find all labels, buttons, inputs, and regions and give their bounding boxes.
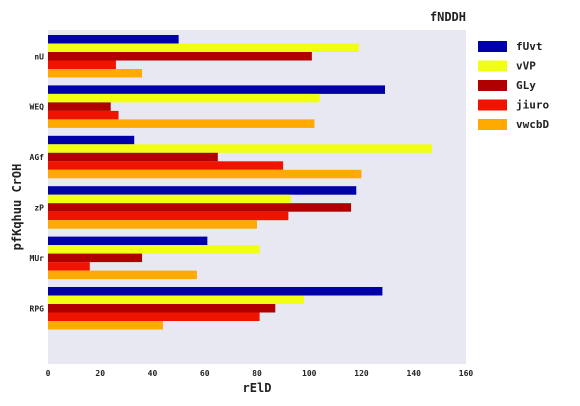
bar-RPG-jiuro xyxy=(48,312,260,321)
bar-WEQ-fUvt xyxy=(48,85,386,94)
legend-swatch-vwcbD xyxy=(478,119,507,130)
x-tick-label: 100 xyxy=(302,369,317,378)
legend-label-GLy: GLy xyxy=(516,79,536,92)
legend-label-fUvt: fUvt xyxy=(516,40,543,53)
bar-AGf-jiuro xyxy=(48,161,284,170)
legend-swatch-GLy xyxy=(478,80,507,91)
bar-zP-jiuro xyxy=(48,211,289,221)
bar-nU-jiuro xyxy=(48,60,116,69)
bar-zP-vwcbD xyxy=(48,220,257,229)
bar-nU-vwcbD xyxy=(48,69,143,78)
chart-title: fNDDH xyxy=(430,10,466,24)
y-tick-labels: nU WEQ AGf zP MUr RPG xyxy=(30,52,45,313)
x-tick-labels: 0 20 40 60 80 100 120 140 160 xyxy=(46,369,474,378)
y-tick-label: zP xyxy=(34,203,44,212)
x-axis-label: rElD xyxy=(243,381,272,395)
bars-group xyxy=(48,35,433,330)
bar-WEQ-vwcbD xyxy=(48,119,315,128)
bar-AGf-fUvt xyxy=(48,135,135,145)
bar-nU-GLy xyxy=(48,52,312,61)
x-tick-label: 0 xyxy=(46,369,51,378)
x-tick-label: 40 xyxy=(148,369,158,378)
bar-MUr-vwcbD xyxy=(48,270,197,280)
bar-zP-fUvt xyxy=(48,186,357,195)
y-tick-label: AGf xyxy=(30,153,45,162)
y-tick-label: MUr xyxy=(30,254,45,263)
legend-swatch-vVP xyxy=(478,60,507,72)
legend-swatch-jiuro xyxy=(478,99,507,111)
bar-RPG-vVP xyxy=(48,295,305,304)
y-tick-label: nU xyxy=(34,52,44,61)
bar-MUr-jiuro xyxy=(48,262,90,271)
y-tick-label: RPG xyxy=(30,304,45,313)
bar-RPG-vwcbD xyxy=(48,321,163,330)
legend-label-jiuro: jiuro xyxy=(516,99,549,112)
bar-RPG-fUvt xyxy=(48,287,383,296)
x-tick-label: 60 xyxy=(200,369,210,378)
x-tick-label: 20 xyxy=(95,369,105,378)
bar-WEQ-jiuro xyxy=(48,110,119,120)
bar-zP-GLy xyxy=(48,203,352,212)
bar-RPG-GLy xyxy=(48,304,276,313)
bar-nU-fUvt xyxy=(48,35,179,44)
bar-WEQ-GLy xyxy=(48,102,111,111)
x-tick-label: 80 xyxy=(252,369,262,378)
legend-label-vVP: vVP xyxy=(516,60,536,73)
bar-AGf-vwcbD xyxy=(48,169,362,179)
y-axis-label: pfKqhuu CrOH xyxy=(10,164,24,251)
bar-AGf-vVP xyxy=(48,144,433,153)
x-tick-label: 120 xyxy=(354,369,369,378)
bar-MUr-fUvt xyxy=(48,236,208,246)
legend-label-vwcbD: vwcbD xyxy=(516,118,549,131)
x-tick-label: 160 xyxy=(459,369,474,378)
bar-zP-vVP xyxy=(48,194,291,204)
legend: fUvt vVP GLy jiuro vwcbD xyxy=(478,40,549,131)
bar-MUr-GLy xyxy=(48,253,143,263)
legend-swatch-fUvt xyxy=(478,41,507,52)
bar-nU-vVP xyxy=(48,43,359,52)
y-tick-label: WEQ xyxy=(30,103,45,112)
bar-AGf-GLy xyxy=(48,152,218,162)
x-tick-label: 140 xyxy=(407,369,422,378)
bar-MUr-vVP xyxy=(48,245,260,254)
bar-WEQ-vVP xyxy=(48,93,320,103)
